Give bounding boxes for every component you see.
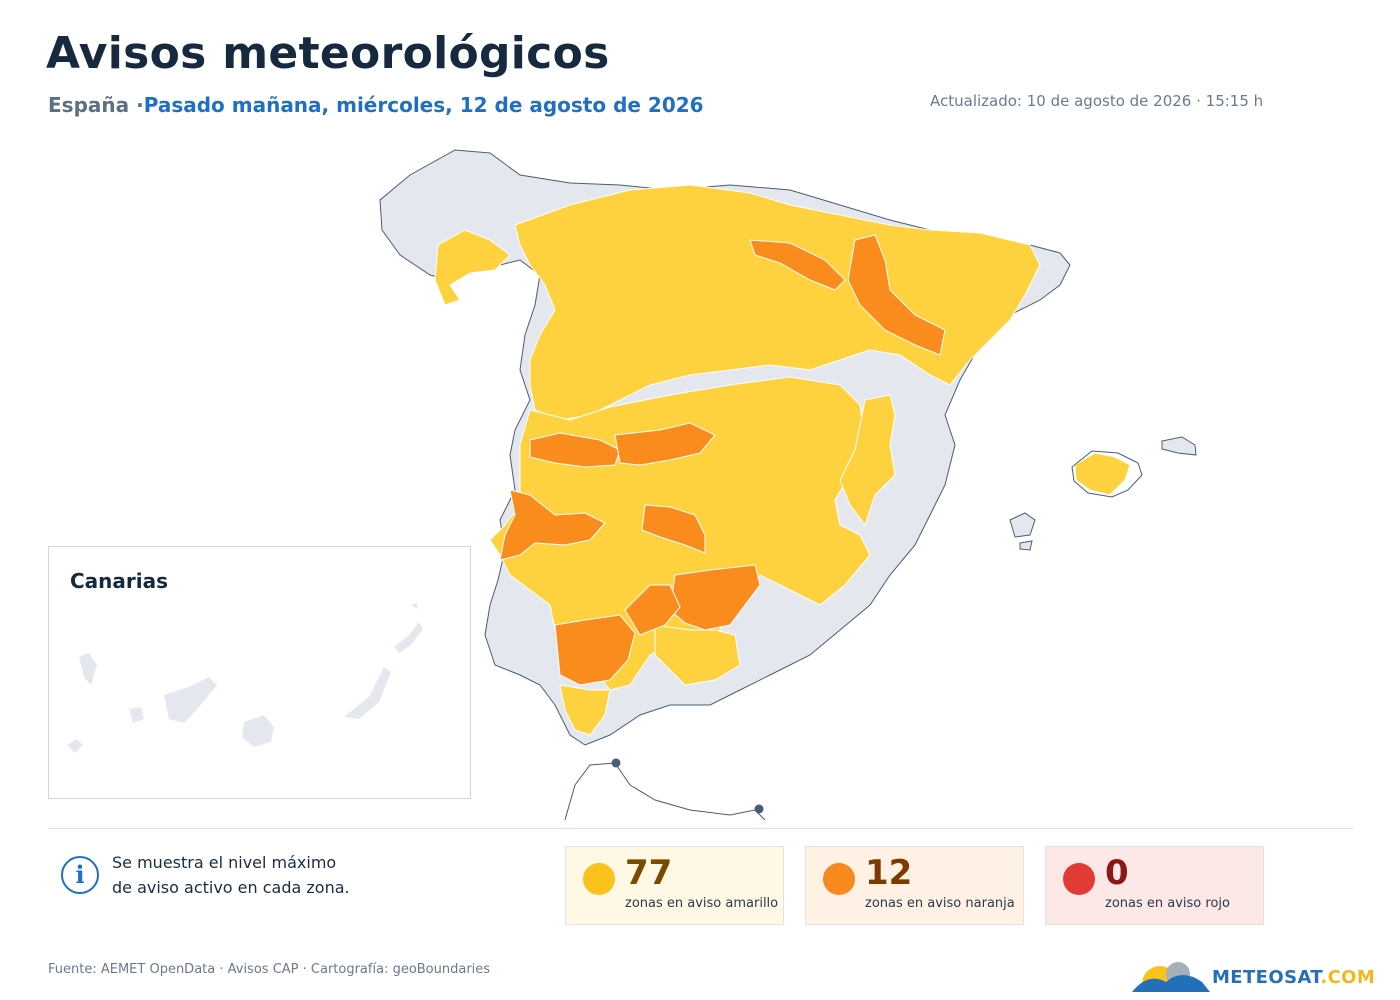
stat-yellow: 77 zonas en aviso amarillo bbox=[565, 846, 784, 925]
zone-yellow-granada bbox=[654, 624, 741, 686]
orange-count: 12 bbox=[865, 853, 913, 893]
info-line-2: de aviso activo en cada zona. bbox=[112, 878, 350, 897]
stat-orange: 12 zonas en aviso naranja bbox=[805, 846, 1024, 925]
logo-tld: .COM bbox=[1320, 967, 1376, 988]
meteosat-logo[interactable]: METEOSAT.COM bbox=[1130, 958, 1375, 1000]
info-note: Se muestra el nivel máximo de aviso acti… bbox=[112, 850, 350, 900]
zone-orange-jaen bbox=[669, 564, 761, 631]
ceuta-marker bbox=[611, 758, 621, 768]
yellow-label: zonas en aviso amarillo bbox=[625, 896, 779, 911]
spain-map-svg bbox=[379, 149, 1197, 821]
subtitle-separator: · bbox=[136, 93, 144, 117]
island-fuerteventura bbox=[344, 667, 391, 719]
orange-zones bbox=[499, 234, 946, 686]
canarias-inset: Canarias bbox=[48, 546, 471, 799]
yellow-count: 77 bbox=[625, 853, 673, 893]
island-el-hierro bbox=[67, 739, 83, 753]
zone-orange-ebro bbox=[749, 239, 846, 291]
island-gran-canaria bbox=[242, 715, 274, 747]
balearic-islands bbox=[1009, 436, 1197, 551]
yellow-dot-icon bbox=[583, 863, 615, 895]
menorca bbox=[1161, 436, 1197, 456]
melilla-marker bbox=[754, 804, 764, 814]
zone-orange-ciudadreal bbox=[641, 504, 706, 554]
canarias-map-svg bbox=[67, 603, 423, 753]
info-icon: i bbox=[61, 856, 99, 894]
logo-main: METEOSAT bbox=[1212, 967, 1321, 988]
zone-yellow-mallorca bbox=[1074, 452, 1131, 496]
red-count: 0 bbox=[1105, 853, 1129, 893]
island-la-graciosa bbox=[411, 603, 417, 609]
africa-coastline bbox=[564, 762, 766, 821]
island-lanzarote bbox=[394, 622, 423, 653]
zone-orange-badajoz bbox=[499, 489, 606, 561]
region-label: España bbox=[48, 93, 130, 117]
zone-yellow-cadiz bbox=[559, 684, 611, 736]
zone-orange-sevilla bbox=[554, 614, 636, 686]
island-la-palma bbox=[79, 653, 97, 685]
page-title: Avisos meteorológicos bbox=[46, 28, 610, 79]
logo-cloud-sun-icon bbox=[1132, 962, 1210, 1000]
red-dot-icon bbox=[1063, 863, 1095, 895]
mallorca-base bbox=[1071, 450, 1143, 498]
north-africa-coast bbox=[564, 758, 766, 821]
updated-timestamp: Actualizado: 10 de agosto de 2026 · 15:1… bbox=[930, 92, 1264, 110]
zone-orange-caceres-n bbox=[529, 432, 621, 468]
zone-orange-cordoba bbox=[624, 584, 681, 636]
island-tenerife bbox=[164, 677, 217, 723]
red-label: zonas en aviso rojo bbox=[1105, 896, 1230, 911]
orange-dot-icon bbox=[823, 863, 855, 895]
canarias-label: Canarias bbox=[70, 569, 169, 593]
forecast-date: Pasado mañana, miércoles, 12 de agosto d… bbox=[143, 93, 704, 117]
zone-yellow-galicia bbox=[434, 229, 511, 306]
stat-red: 0 zonas en aviso rojo bbox=[1045, 846, 1264, 925]
orange-label: zonas en aviso naranja bbox=[865, 896, 1015, 911]
ibiza bbox=[1009, 512, 1036, 538]
data-source: Fuente: AEMET OpenData · Avisos CAP · Ca… bbox=[48, 962, 491, 977]
subtitle: España ·Pasado mañana, miércoles, 12 de … bbox=[48, 93, 704, 117]
logo-text: METEOSAT.COM bbox=[1212, 967, 1375, 988]
formentera bbox=[1019, 540, 1033, 551]
zone-yellow-north bbox=[514, 184, 1041, 421]
section-divider bbox=[48, 828, 1354, 829]
zone-orange-tajo bbox=[614, 422, 716, 466]
island-la-gomera bbox=[129, 707, 144, 723]
zone-orange-zaragoza bbox=[847, 234, 946, 356]
zone-yellow-levante bbox=[839, 394, 896, 527]
info-line-1: Se muestra el nivel máximo bbox=[112, 853, 337, 872]
warnings-map bbox=[370, 145, 1210, 825]
